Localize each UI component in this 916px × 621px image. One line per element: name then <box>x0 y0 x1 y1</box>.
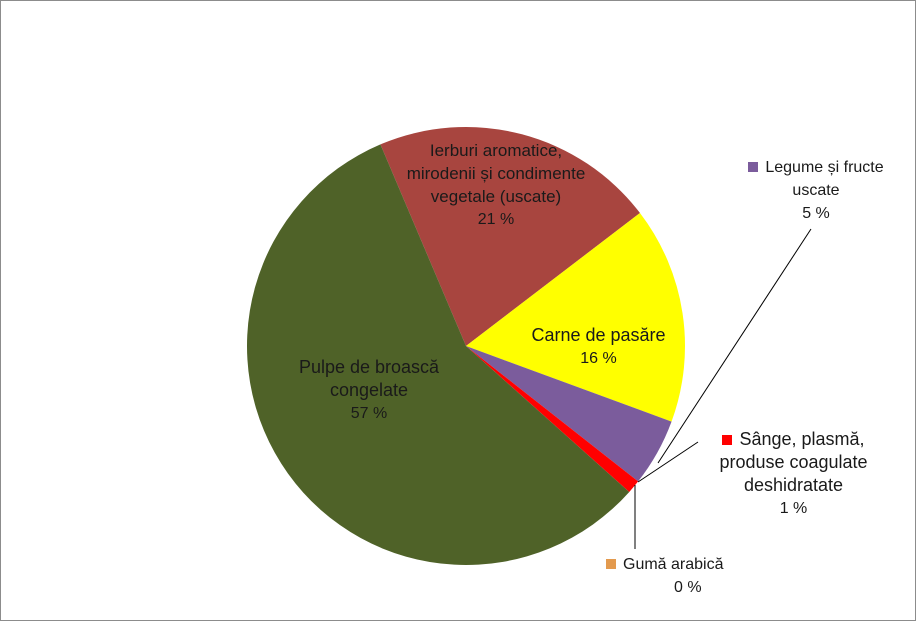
legend-key <box>722 435 733 445</box>
value-label: 16 % <box>580 350 617 367</box>
data-label: Legume și fructe uscate 5 % <box>736 156 896 225</box>
value-label: 1 % <box>779 500 808 517</box>
value-label: 21 % <box>477 211 515 228</box>
value-label: 5 % <box>802 205 830 222</box>
category-label: Pulpe de broască congelate <box>298 357 440 400</box>
data-label: Carne de pasăre 16 % <box>506 324 691 370</box>
pie-slice <box>466 346 639 492</box>
pie-slice <box>380 126 640 346</box>
leader-line <box>657 228 812 464</box>
category-label: Gumă arabică <box>623 556 724 573</box>
leader-line <box>637 441 699 483</box>
data-label: Pulpe de broască congelate 57 % <box>269 356 469 425</box>
data-label: Gumă arabică 0 % <box>606 553 776 599</box>
value-label: 57 % <box>350 405 388 422</box>
legend-key <box>748 162 759 172</box>
pie-slice <box>466 346 672 482</box>
data-label: Ierburi aromatice, mirodenii și condimen… <box>406 139 586 231</box>
category-label: Sânge, plasmă, produse coagulate deshidr… <box>719 429 868 495</box>
data-label: Sânge, plasmă, produse coagulate deshidr… <box>691 428 896 520</box>
value-label: 0 % <box>674 579 702 596</box>
legend-key <box>606 559 616 569</box>
category-label: Ierburi aromatice, mirodenii și condimen… <box>406 141 586 206</box>
category-label: Legume și fructe uscate <box>765 159 884 199</box>
pie-slice <box>466 212 685 422</box>
category-label: Carne de pasăre <box>531 325 666 345</box>
pie-slice <box>246 144 630 566</box>
